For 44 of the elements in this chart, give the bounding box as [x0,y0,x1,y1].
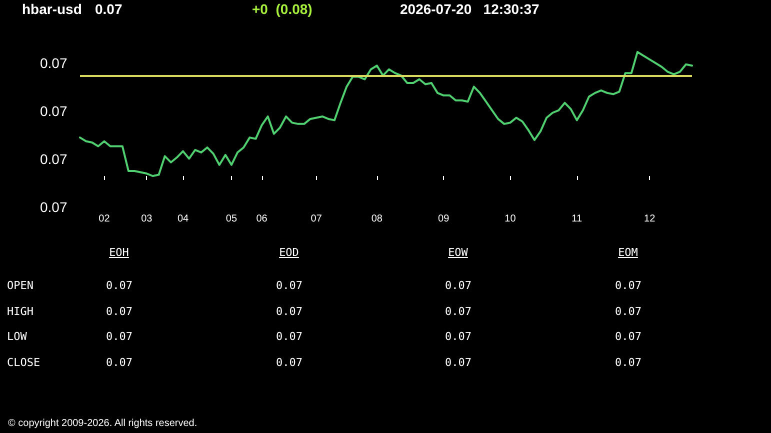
text: 0.07 [615,305,642,318]
x-tick-label: 02 [98,214,110,224]
x-tick-label: 12 [644,214,656,224]
x-tick-label: 06 [256,214,268,224]
category-label: OPEN [7,279,34,292]
x-tick-label: 05 [226,214,238,224]
text: © copyright 2009-2026. All rights reserved. [8,418,198,429]
text: 0.07 [276,279,302,292]
category-label: HIGH [7,305,34,318]
text: 0.07 [276,356,302,369]
text: 0.07 [40,55,68,71]
x-tick-label: 03 [141,214,153,224]
category-label: EOD [278,246,300,259]
text: 0.07 [615,330,642,343]
text: 0.07 [445,305,472,318]
category-label: EOH [108,246,130,259]
text: 0.07 [615,279,642,292]
text: +0 (0.08) [252,1,312,17]
text: 0.07 [106,330,132,343]
text: 0.07 [276,305,302,318]
x-tick-label: 11 [572,214,582,224]
text: 0.07 [445,279,472,292]
text: 2026-07-20 12:30:37 [400,1,540,17]
x-tick-label: 09 [438,214,450,224]
category-label: EOM [617,246,639,259]
text: 0.07 [106,305,132,318]
category-label: LOW [7,330,27,343]
chart-title: hbar-usd [22,1,82,17]
category-label: CLOSE [7,356,40,369]
x-tick-label: 07 [310,214,322,224]
x-tick-label: 04 [177,214,190,224]
text: 0.07 [615,356,642,369]
x-tick-label: 10 [504,214,516,224]
text: 0.07 [445,356,472,369]
text: 0.07 [40,103,68,119]
text: 0.07 [40,151,68,167]
text: 0.07 [40,199,68,215]
x-tick-label: 08 [371,214,383,224]
category-label: EOW [447,246,469,259]
text: 0.07 [276,330,302,343]
text: 0.07 [95,1,122,17]
text: 0.07 [106,279,132,292]
text: 0.07 [106,356,132,369]
text: 0.07 [445,330,472,343]
